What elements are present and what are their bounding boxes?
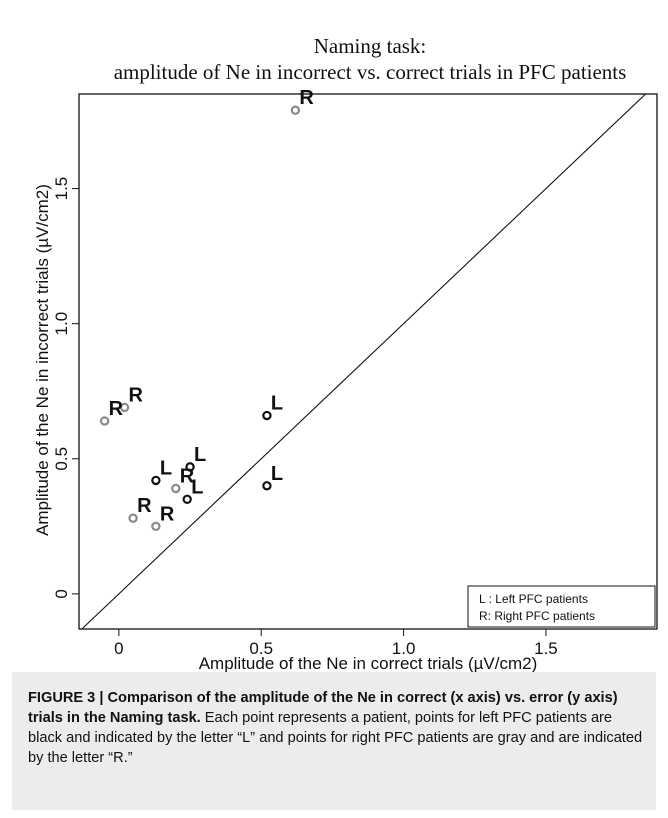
data-point [151,521,161,532]
legend-entry-right: R: Right PFC patients [479,609,595,623]
point-label: L [160,457,172,479]
data-point [262,481,272,491]
y-axis-ticks: 0 0.5 1.0 1.5 [52,177,79,599]
chart-title-line-1: Naming task: [314,34,427,58]
point-label: R [160,503,175,525]
caption-heading: FIGURE 3 | Comparison of the amplitude o… [28,690,618,726]
figure: Naming task: amplitude of Ne in incorrec… [12,8,660,673]
point-label: L [271,393,283,415]
x-axis-ticks: 0 0.5 1.0 1.5 [114,629,558,658]
x-tick-label: 0.5 [249,639,273,658]
point-label: R [180,465,195,487]
caption-box: FIGURE 3 | Comparison of the amplitude o… [12,672,656,810]
data-point [182,494,192,505]
point-label: R [129,384,144,406]
caption-body: Each point represents a patient, points … [28,710,643,766]
point-label: L [191,476,203,498]
data-point [119,402,130,413]
y-tick-label: 0.5 [52,447,71,471]
data-point [290,105,301,115]
point-label: L [194,444,206,466]
data-point [171,483,181,494]
data-point [262,410,272,421]
point-label: R [109,398,124,420]
legend-entry-left: L : Left PFC patients [479,592,588,606]
point-label: R [299,87,314,109]
x-axis-label: Amplitude of the Ne in correct trials (µ… [199,654,538,672]
point-label: R [137,495,152,517]
plot-frame [78,93,658,630]
x-tick-label: 0 [114,639,123,658]
scatter-chart: Naming task: amplitude of Ne in incorrec… [33,34,658,673]
x-tick-label: 1.0 [392,639,416,658]
x-tick-label: 1.5 [534,639,558,658]
y-tick-label: 0 [52,589,71,598]
figure-caption: FIGURE 3 | Comparison of the amplitude o… [28,688,644,768]
identity-line [81,93,646,630]
y-tick-label: 1.5 [52,177,71,201]
data-point [128,513,138,523]
chart-title-line-2: amplitude of Ne in incorrect vs. correct… [114,60,627,84]
legend-box [467,585,656,628]
data-point [151,475,161,486]
data-point [99,416,110,426]
legend: L : Left PFC patients R: Right PFC patie… [467,585,656,628]
y-axis-label: Amplitude of the Ne in incorrect trials … [33,184,52,536]
identity-line-group [81,93,646,630]
y-tick-label: 1.0 [52,312,71,336]
point-label: L [271,463,283,485]
data-point [185,462,195,472]
